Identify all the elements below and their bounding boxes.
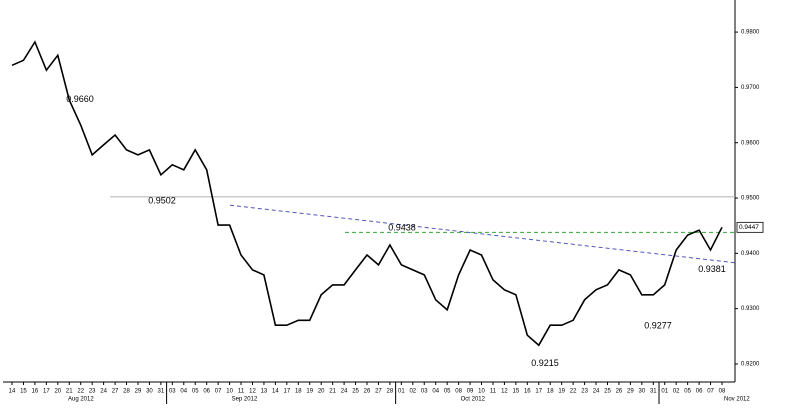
x-tick-label: 14	[272, 389, 279, 395]
x-tick-label: 27	[112, 389, 119, 395]
x-tick-label: 29	[135, 389, 142, 395]
x-tick-label: 21	[66, 389, 73, 395]
x-tick-label: 15	[20, 389, 27, 395]
x-tick-label: 18	[547, 389, 554, 395]
x-tick-label: 17	[283, 389, 290, 395]
x-tick-label: 28	[387, 389, 394, 395]
x-tick-label: 28	[123, 389, 130, 395]
x-tick-label: 14	[9, 389, 16, 395]
x-tick-label: 01	[661, 389, 668, 395]
x-tick-label: 02	[673, 389, 680, 395]
x-tick-label: 17	[43, 389, 50, 395]
x-tick-label: 10	[226, 389, 233, 395]
x-tick-label: 29	[627, 389, 634, 395]
x-tick-label: 16	[32, 389, 39, 395]
annotation: 0.9438	[388, 223, 416, 233]
x-tick-label: 31	[158, 389, 165, 395]
price-line	[11, 40, 723, 347]
x-tick-label: 26	[616, 389, 623, 395]
x-tick-label: 16	[524, 389, 531, 395]
x-tick-label: 05	[444, 389, 451, 395]
x-tick-label: 07	[707, 389, 714, 395]
x-tick-label: 26	[364, 389, 371, 395]
x-tick-label: 27	[375, 389, 382, 395]
y-tick-label: 0.9700	[741, 85, 760, 91]
x-tick-label: 01	[398, 389, 405, 395]
annotation: 0.9660	[66, 94, 94, 104]
x-tick-label: 06	[203, 389, 210, 395]
x-tick-label: 06	[696, 389, 703, 395]
x-tick-label: 11	[238, 389, 245, 395]
x-tick-label: 04	[180, 389, 187, 395]
x-tick-label: 24	[100, 389, 107, 395]
y-tick-label: 0.9600	[741, 140, 760, 146]
y-tick-label: 0.9800	[741, 30, 760, 36]
x-tick-label: 23	[89, 389, 96, 395]
x-tick-label: 22	[77, 389, 84, 395]
x-tick-label: 20	[54, 389, 61, 395]
x-tick-label: 25	[352, 389, 359, 395]
x-tick-label: 17	[535, 389, 542, 395]
x-tick-label: 12	[249, 389, 256, 395]
month-label: Oct 2012	[461, 397, 486, 403]
x-tick-label: 12	[501, 389, 508, 395]
y-tick-label: 0.9200	[741, 362, 760, 368]
x-tick-label: 24	[341, 389, 348, 395]
x-tick-label: 19	[306, 389, 313, 395]
x-tick-label: 25	[604, 389, 611, 395]
x-tick-label: 15	[513, 389, 520, 395]
last-price-label: 0.9447	[739, 224, 759, 231]
x-tick-label: 09	[467, 389, 474, 395]
x-tick-label: 05	[684, 389, 691, 395]
x-tick-label: 07	[215, 389, 222, 395]
last-price-box	[736, 221, 764, 233]
annotation: 0.9381	[698, 264, 726, 274]
x-tick-label: 10	[478, 389, 485, 395]
y-tick-label: 0.9400	[741, 251, 760, 257]
x-tick-label: 11	[490, 389, 497, 395]
x-tick-label: 31	[650, 389, 657, 395]
annotation: 0.9277	[644, 321, 672, 331]
x-tick-label: 13	[261, 389, 268, 395]
x-tick-label: 03	[421, 389, 428, 395]
x-tick-label: 03	[169, 389, 176, 395]
month-label: Nov 2012	[724, 397, 750, 403]
month-label: Sep 2012	[232, 397, 258, 403]
x-tick-label: 24	[593, 389, 600, 395]
x-tick-label: 21	[329, 389, 336, 395]
annotation: 0.9502	[148, 195, 176, 205]
x-tick-label: 20	[318, 389, 325, 395]
x-tick-label: 02	[409, 389, 416, 395]
x-tick-label: 08	[455, 389, 462, 395]
x-tick-label: 30	[146, 389, 153, 395]
annotation: 0.9215	[531, 358, 559, 368]
x-tick-label: 08	[719, 389, 726, 395]
trend-line	[229, 204, 736, 264]
y-tick-label: 0.9500	[741, 196, 760, 202]
x-tick-label: 04	[432, 389, 439, 395]
y-tick-label: 0.9300	[741, 306, 760, 312]
x-tick-label: 30	[638, 389, 645, 395]
x-tick-label: 22	[570, 389, 577, 395]
x-tick-label: 19	[558, 389, 565, 395]
x-tick-label: 23	[581, 389, 588, 395]
month-label: Aug 2012	[68, 397, 94, 403]
x-tick-label: 18	[295, 389, 302, 395]
x-tick-label: 05	[192, 389, 199, 395]
